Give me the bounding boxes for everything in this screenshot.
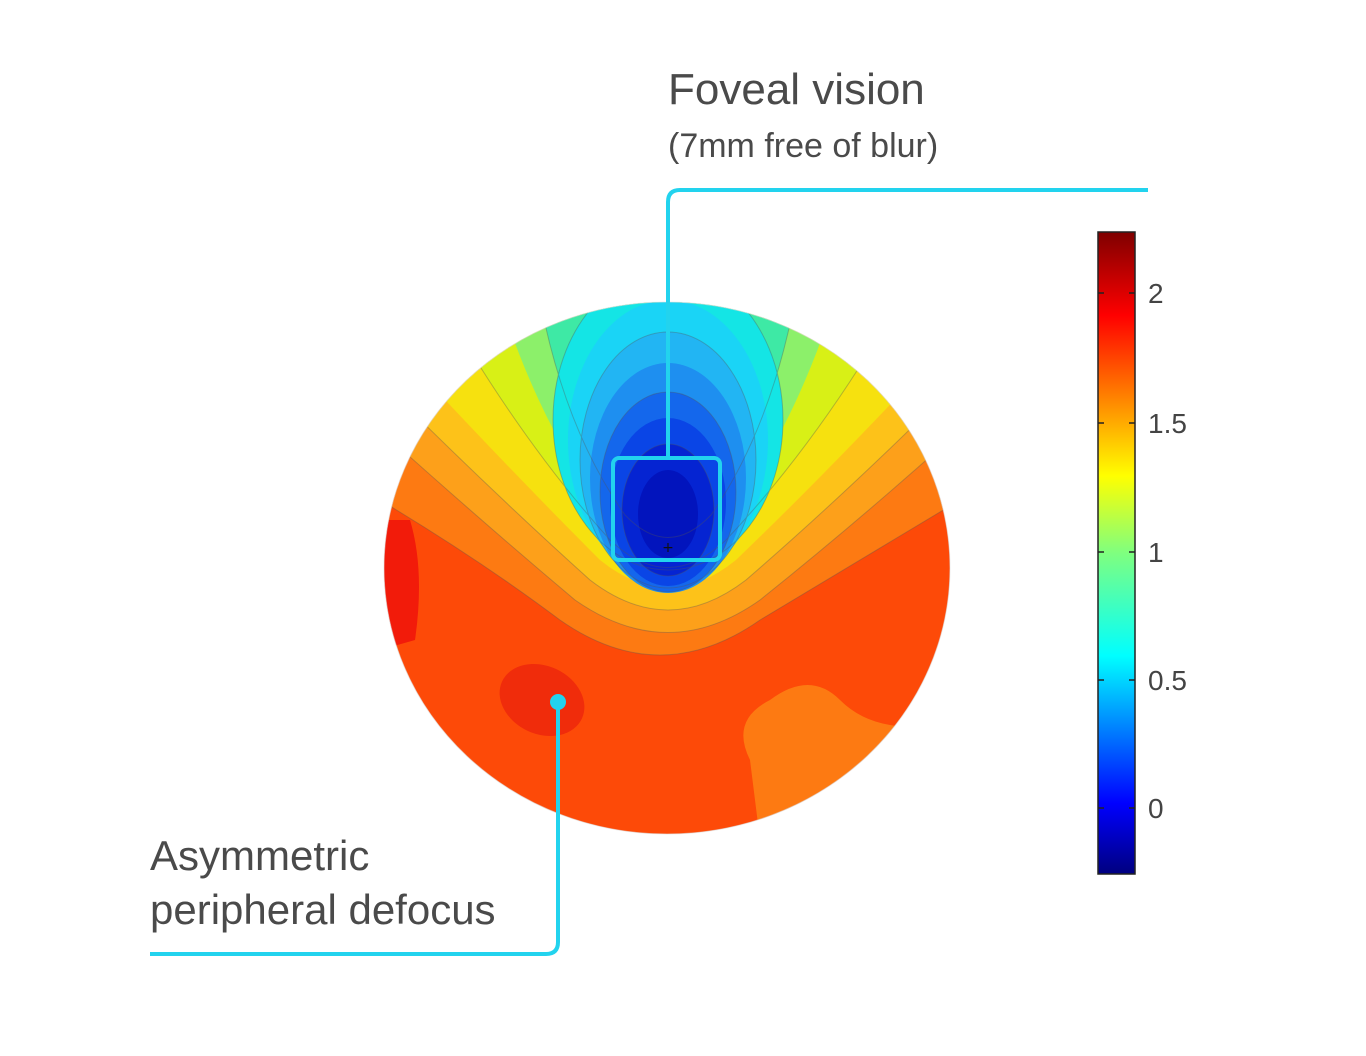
colorbar-gradient <box>1097 231 1136 875</box>
peripheral-defocus-label-line2: peripheral defocus <box>150 886 496 933</box>
peripheral-defocus-label-line1: Asymmetric <box>150 832 370 879</box>
foveal-vision-subtitle: (7mm free of blur) <box>668 127 939 165</box>
colorbar-tick-label: 0 <box>1148 793 1164 824</box>
colorbar: 2 1.5 1 0.5 0 <box>1097 231 1187 875</box>
colorbar-tick-label: 1 <box>1148 537 1164 568</box>
colorbar-tick-label: 0.5 <box>1148 665 1187 696</box>
peripheral-point-marker <box>550 694 566 710</box>
peripheral-callout-line <box>150 702 560 956</box>
colorbar-tick-label: 1.5 <box>1148 408 1187 439</box>
foveal-callout: + <box>611 188 1148 562</box>
fovea-center-marker: + <box>662 540 674 556</box>
peripheral-callout <box>150 694 566 956</box>
colorbar-tick-label: 2 <box>1148 278 1164 309</box>
foveal-vision-title: Foveal vision <box>668 65 925 114</box>
foveal-box <box>611 456 722 562</box>
foveal-callout-line <box>666 188 1148 458</box>
